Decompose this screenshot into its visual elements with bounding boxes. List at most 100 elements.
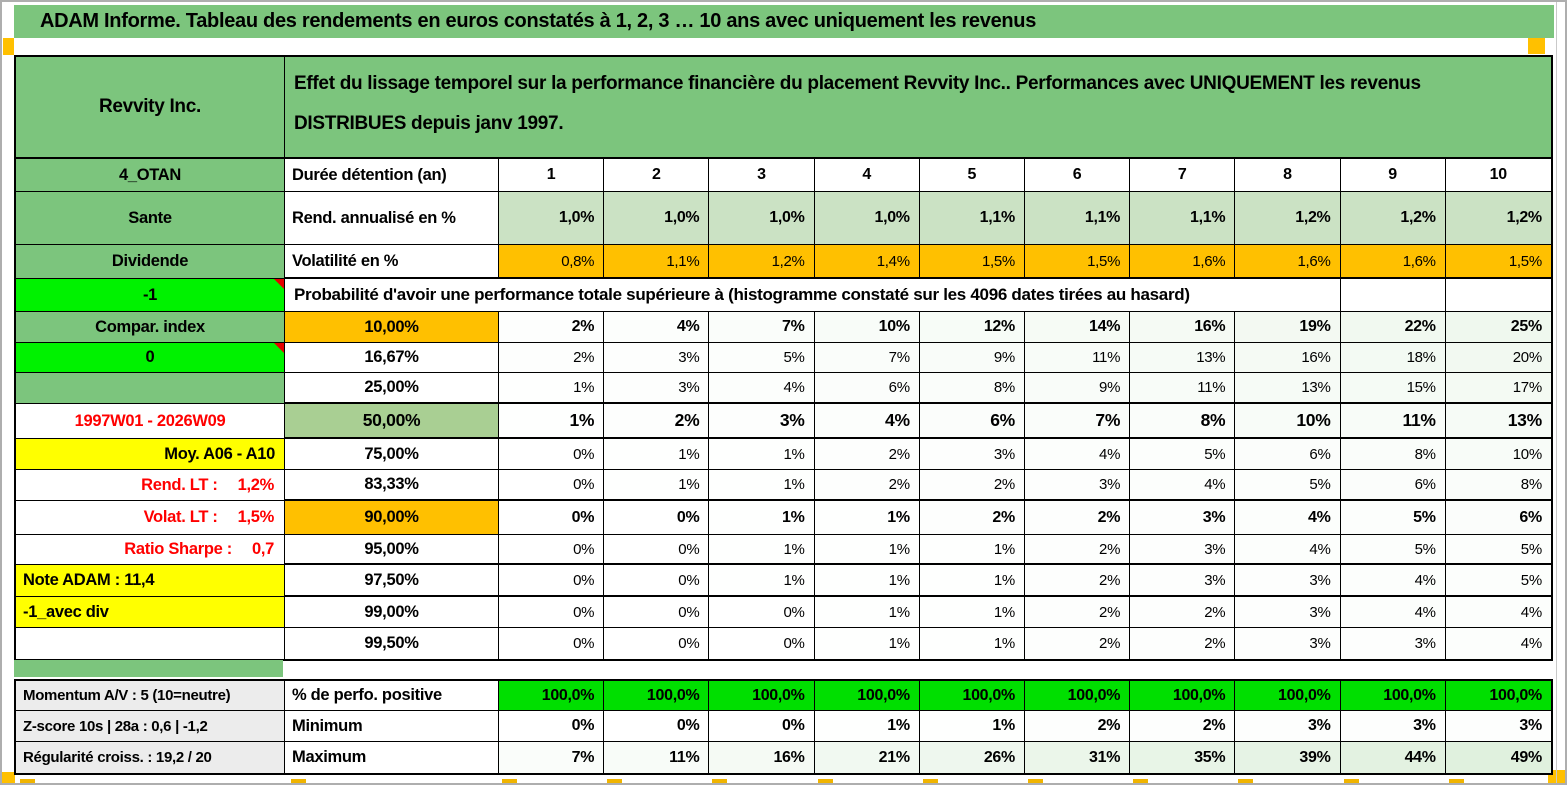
data-cell[interactable]: 1,2% (1446, 192, 1551, 245)
data-cell[interactable]: 1,5% (1446, 245, 1551, 279)
probability-cell[interactable]: 16% (1235, 343, 1340, 373)
probability-cell[interactable]: 13% (1446, 404, 1551, 439)
probability-cell[interactable]: 10% (1446, 439, 1551, 470)
probability-cell[interactable]: 8% (1446, 470, 1551, 501)
summary-cell[interactable]: 100,0% (1341, 681, 1446, 711)
probability-cell[interactable]: 3% (1341, 628, 1446, 659)
probability-cell[interactable]: 1% (709, 501, 814, 535)
probability-cell[interactable]: 1% (709, 535, 814, 565)
duration-cell[interactable]: 2 (604, 159, 709, 192)
summary-cell[interactable]: 100,0% (1130, 681, 1235, 711)
description-cell[interactable]: Effet du lissage temporel sur la perform… (285, 57, 1551, 159)
left-info-cell[interactable]: -1_avec div (16, 597, 285, 628)
probability-cell[interactable]: 2% (1130, 628, 1235, 659)
probability-cell[interactable]: 6% (815, 373, 920, 404)
data-cell[interactable]: 1,6% (1130, 245, 1235, 279)
probability-cell[interactable]: 2% (499, 343, 604, 373)
left-info-cell[interactable]: Ratio Sharpe :0,7 (16, 535, 285, 565)
probability-cell[interactable]: 1% (604, 439, 709, 470)
summary-cell[interactable]: 11% (604, 742, 709, 773)
probability-cell[interactable]: 4% (604, 312, 709, 343)
probability-cell[interactable]: 1% (920, 565, 1025, 597)
summary-cell[interactable]: 100,0% (1235, 681, 1340, 711)
probability-cell[interactable]: 4% (815, 404, 920, 439)
probability-cell[interactable]: 3% (1235, 597, 1340, 628)
left-info-cell[interactable] (16, 628, 285, 659)
probability-cell[interactable]: 3% (709, 404, 814, 439)
data-cell[interactable]: 1,5% (920, 245, 1025, 279)
data-cell[interactable]: 1,1% (604, 245, 709, 279)
probability-cell[interactable]: 1% (815, 565, 920, 597)
bottom-left-label-cell[interactable]: Momentum A/V : 5 (10=neutre) (16, 681, 285, 711)
probability-cell[interactable]: 2% (920, 501, 1025, 535)
summary-cell[interactable]: 7% (499, 742, 604, 773)
probability-cell[interactable]: 6% (1341, 470, 1446, 501)
probability-cell[interactable]: 4% (1341, 565, 1446, 597)
probability-cell[interactable]: 9% (920, 343, 1025, 373)
probability-label-cell[interactable]: 97,50% (285, 565, 499, 597)
probability-cell[interactable]: 9% (1025, 373, 1130, 404)
probability-cell[interactable]: 14% (1025, 312, 1130, 343)
probability-cell[interactable]: 2% (499, 312, 604, 343)
probability-cell[interactable]: 0% (499, 597, 604, 628)
probability-cell[interactable]: 7% (1025, 404, 1130, 439)
probability-cell[interactable]: 3% (1025, 470, 1130, 501)
summary-cell[interactable]: 21% (815, 742, 920, 773)
row-label-cell[interactable]: Maximum (285, 742, 499, 773)
probability-label-cell[interactable]: 99,00% (285, 597, 499, 628)
left-info-cell[interactable]: Rend. LT :1,2% (16, 470, 285, 501)
left-info-cell[interactable]: Sante (16, 192, 285, 245)
left-info-cell[interactable]: Moy. A06 - A10 (16, 439, 285, 470)
summary-cell[interactable]: 100,0% (920, 681, 1025, 711)
probability-cell[interactable]: 22% (1341, 312, 1446, 343)
probability-cell[interactable]: 10% (1235, 404, 1340, 439)
probability-cell[interactable]: 0% (709, 628, 814, 659)
summary-cell[interactable]: 2% (1025, 711, 1130, 742)
probability-cell[interactable]: 15% (1341, 373, 1446, 404)
probability-cell[interactable]: 4% (1446, 597, 1551, 628)
probability-cell[interactable]: 12% (920, 312, 1025, 343)
duration-cell[interactable]: 8 (1235, 159, 1340, 192)
left-info-cell[interactable] (16, 373, 285, 404)
summary-cell[interactable]: 100,0% (709, 681, 814, 711)
probability-label-cell[interactable]: 10,00% (285, 312, 499, 343)
summary-cell[interactable]: 3% (1341, 711, 1446, 742)
duration-cell[interactable]: 4 (815, 159, 920, 192)
probability-cell[interactable]: 3% (1130, 565, 1235, 597)
summary-cell[interactable]: 1% (920, 711, 1025, 742)
duration-cell[interactable]: 9 (1341, 159, 1446, 192)
probability-header-cell[interactable]: Probabilité d'avoir une performance tota… (285, 279, 1341, 312)
probability-cell[interactable]: 0% (499, 535, 604, 565)
empty-cell[interactable] (1341, 279, 1446, 312)
left-info-cell[interactable]: 4_OTAN (16, 159, 285, 192)
probability-label-cell[interactable]: 25,00% (285, 373, 499, 404)
probability-cell[interactable]: 5% (1235, 470, 1340, 501)
probability-cell[interactable]: 2% (1025, 565, 1130, 597)
summary-cell[interactable]: 16% (709, 742, 814, 773)
probability-cell[interactable]: 11% (1341, 404, 1446, 439)
probability-cell[interactable]: 13% (1130, 343, 1235, 373)
summary-cell[interactable]: 100,0% (499, 681, 604, 711)
probability-cell[interactable]: 2% (1025, 628, 1130, 659)
duration-cell[interactable]: 5 (920, 159, 1025, 192)
summary-cell[interactable]: 0% (604, 711, 709, 742)
probability-cell[interactable]: 7% (815, 343, 920, 373)
row-label-cell[interactable]: Volatilité en % (285, 245, 499, 279)
probability-cell[interactable]: 5% (1341, 501, 1446, 535)
probability-label-cell[interactable]: 50,00% (285, 404, 499, 439)
probability-cell[interactable]: 0% (604, 535, 709, 565)
data-cell[interactable]: 1,2% (1235, 192, 1340, 245)
probability-cell[interactable]: 2% (1025, 501, 1130, 535)
probability-cell[interactable]: 4% (1235, 535, 1340, 565)
probability-cell[interactable]: 1% (815, 628, 920, 659)
summary-cell[interactable]: 100,0% (815, 681, 920, 711)
data-cell[interactable]: 1,2% (709, 245, 814, 279)
probability-cell[interactable]: 4% (1025, 439, 1130, 470)
data-cell[interactable]: 1,0% (815, 192, 920, 245)
summary-cell[interactable]: 3% (1235, 711, 1340, 742)
probability-cell[interactable]: 7% (709, 312, 814, 343)
sheet-title-cell[interactable]: ADAM Informe. Tableau des rendements en … (14, 5, 1554, 38)
probability-cell[interactable]: 1% (709, 439, 814, 470)
probability-cell[interactable]: 3% (1130, 535, 1235, 565)
data-cell[interactable]: 1,1% (1130, 192, 1235, 245)
